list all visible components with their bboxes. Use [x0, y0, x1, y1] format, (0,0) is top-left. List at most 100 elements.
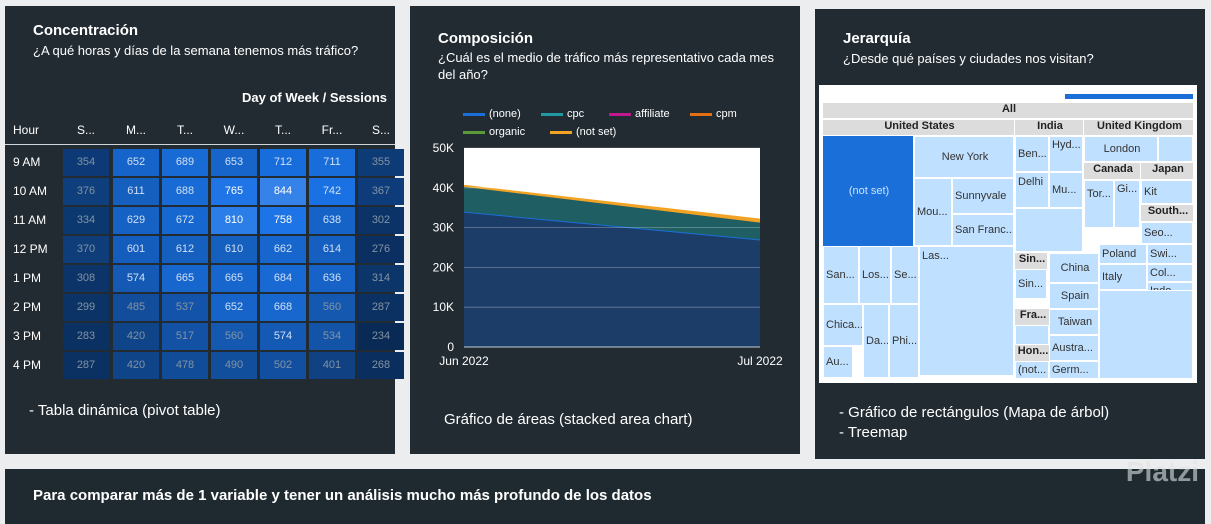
treemap-cell-london[interactable]: London [1084, 136, 1158, 162]
treemap-cell-col[interactable]: Col... [1147, 264, 1193, 282]
pivot-cell: 712 [260, 149, 306, 176]
pivot-cell: 367 [358, 178, 404, 205]
treemap-country-canada[interactable]: Canada [1084, 163, 1140, 179]
pivot-cell: 612 [162, 236, 208, 263]
treemap-cell-poland[interactable]: Poland [1099, 244, 1147, 264]
panel-subtitle: ¿Desde qué países y ciudades nos visitan… [843, 51, 1094, 66]
treemap-country-hon[interactable]: Hon... [1015, 345, 1049, 361]
legend-item[interactable]: (none) [463, 108, 521, 120]
treemap-country-fra[interactable]: Fra... [1015, 309, 1049, 325]
pivot-cell: 614 [309, 236, 355, 263]
panel-title: Concentración [33, 22, 139, 39]
treemap-cell-sin[interactable]: Sin... [1015, 269, 1047, 299]
pivot-cell: 629 [113, 207, 159, 234]
pivot-cell: 574 [113, 265, 159, 292]
treemap-cell-se[interactable]: Se... [891, 246, 919, 304]
pivot-cell: 668 [260, 294, 306, 321]
pivot-cell: 490 [211, 352, 257, 379]
pivot-column-header[interactable]: S... [371, 123, 390, 137]
pivot-cell: 354 [63, 149, 109, 176]
treemap-country-us[interactable]: United States [823, 120, 1014, 135]
pivot-cell: 485 [113, 294, 159, 321]
pivot-column-header[interactable]: S... [76, 123, 95, 137]
treemap-country-sin[interactable]: Sin... [1015, 253, 1047, 269]
y-tick-label: 20K [433, 260, 454, 274]
treemap-cell-notset[interactable]: (not set) [823, 136, 913, 246]
treemap-cell-seo[interactable]: Seo... [1141, 222, 1193, 244]
treemap-country-uk[interactable]: United Kingdom [1084, 120, 1193, 135]
pivot-cell: 844 [260, 178, 306, 205]
treemap-cell-germ[interactable]: Germ... [1049, 361, 1099, 379]
legend-item[interactable]: cpc [541, 108, 584, 120]
pivot-row: 11 AM 334 629 672 810 758 638 302 [5, 206, 404, 234]
treemap-cell-delhi[interactable]: Delhi [1015, 172, 1049, 208]
treemap-cell-au[interactable]: Au... [823, 346, 853, 378]
treemap: All United States India United Kingdom (… [819, 85, 1197, 383]
treemap-cell-ben[interactable]: Ben... [1015, 136, 1049, 172]
panel-caption: Gráfico de áreas (stacked area chart) [444, 411, 693, 428]
treemap-cell-austra[interactable]: Austra... [1049, 335, 1099, 361]
treemap-cell-chica[interactable]: Chica... [823, 304, 863, 346]
treemap-cell-mu[interactable]: Mu... [1049, 172, 1083, 208]
legend-swatch [463, 112, 485, 116]
pivot-row: 2 PM 299 485 537 652 668 560 287 [5, 293, 404, 321]
pivot-row: 10 AM 376 611 688 765 844 742 367 [5, 177, 404, 205]
pivot-cell: 672 [162, 207, 208, 234]
legend-item[interactable]: organic [463, 126, 525, 138]
legend-swatch [541, 112, 563, 116]
pivot-row: 4 PM 287 420 478 490 502 401 268 [5, 351, 404, 379]
legend-label: cpm [716, 108, 737, 120]
pivot-hour-label: 2 PM [13, 300, 42, 314]
treemap-cell-da[interactable]: Da... [863, 304, 889, 378]
treemap-cell-hyd[interactable]: Hyd... [1049, 136, 1083, 172]
treemap-cell-swi[interactable]: Swi... [1147, 244, 1193, 264]
legend-item[interactable]: cpm [690, 108, 737, 120]
treemap-country-japan[interactable]: Japan [1141, 163, 1193, 179]
panel-caption: - Gráfico de rectángulos (Mapa de árbol) [839, 404, 1110, 421]
treemap-cell-fra[interactable] [1015, 325, 1049, 345]
y-tick-label: 40K [433, 181, 454, 195]
pivot-cell: 689 [162, 149, 208, 176]
treemap-cell-san[interactable]: San... [823, 246, 859, 304]
treemap-cell-others[interactable] [1099, 290, 1193, 379]
treemap-cell-phi[interactable]: Phi... [889, 304, 919, 378]
pivot-cell: 665 [211, 265, 257, 292]
treemap-root[interactable]: All [823, 103, 1193, 118]
treemap-cell-italy[interactable]: Italy [1099, 264, 1147, 290]
pivot-header-row: Hour S... M... T... W... T... Fr... S... [5, 116, 395, 144]
treemap-cell-taiwan[interactable]: Taiwan [1049, 309, 1099, 335]
treemap-cell-uk-others[interactable] [1158, 136, 1193, 162]
treemap-cell-los[interactable]: Los... [859, 246, 891, 304]
treemap-cell-china[interactable]: China [1049, 253, 1099, 283]
pivot-column-header[interactable]: T... [176, 123, 193, 137]
treemap-cell-tor[interactable]: Tor... [1084, 180, 1114, 228]
treemap-country-india[interactable]: India [1015, 120, 1083, 135]
pivot-cell: 742 [309, 178, 355, 205]
pivot-column-header[interactable]: W... [223, 123, 245, 137]
treemap-cell-kit[interactable]: Kit [1141, 180, 1193, 204]
panel-subtitle: ¿A qué horas y días de la semana tenemos… [33, 43, 359, 58]
pivot-column-header[interactable]: Fr... [321, 123, 343, 137]
platzi-watermark: Platzi [1125, 456, 1199, 487]
treemap-cell-sunnyvale[interactable]: Sunnyvale [952, 178, 1014, 214]
treemap-cell-india-others[interactable] [1015, 208, 1083, 252]
treemap-cell-las[interactable]: Las... [919, 246, 1014, 376]
treemap-cell-not2[interactable]: (not... [1015, 361, 1049, 379]
pivot-cell: 299 [63, 294, 109, 321]
pivot-cell: 560 [309, 294, 355, 321]
treemap-cell-mou[interactable]: Mou... [914, 178, 952, 246]
pivot-cell: 376 [63, 178, 109, 205]
treemap-cell-newyork[interactable]: New York [914, 136, 1014, 178]
legend-item[interactable]: affiliate [609, 108, 670, 120]
treemap-cell-sanfrancisco[interactable]: San Franc... [952, 214, 1014, 246]
treemap-cell-gi[interactable]: Gi... [1114, 180, 1140, 228]
x-tick-label: Jul 2022 [737, 354, 783, 368]
legend-item[interactable]: (not set) [550, 126, 616, 138]
pivot-cell: 334 [63, 207, 109, 234]
panel-subtitle: ¿Cuál es el medio de tráfico más represe… [438, 50, 774, 82]
pivot-column-header[interactable]: M... [126, 123, 146, 137]
pivot-column-header[interactable]: T... [274, 123, 291, 137]
treemap-cell-spain[interactable]: Spain [1049, 283, 1099, 309]
pivot-cell: 287 [63, 352, 109, 379]
treemap-country-south[interactable]: South... [1141, 205, 1193, 221]
